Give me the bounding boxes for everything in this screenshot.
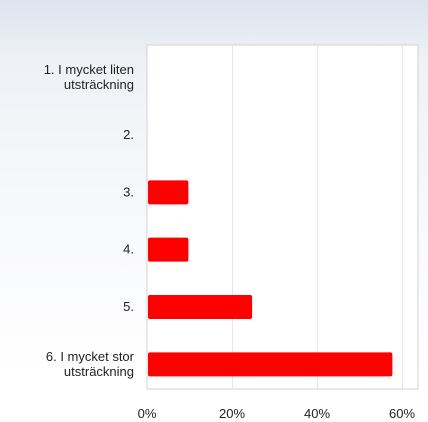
category-label: 5. [123, 299, 134, 314]
x-tick-label: 20% [219, 406, 245, 421]
bar [148, 237, 189, 262]
bar [148, 352, 393, 377]
category-label: 6. I mycket stor utsträckning [46, 349, 135, 379]
x-tick-label: 60% [389, 406, 415, 421]
plot-area [146, 44, 419, 390]
category-label: 3. [123, 184, 134, 199]
bar [148, 180, 189, 205]
category-label: 1. I mycket liten utsträckning [44, 62, 134, 92]
category-label: 2. [123, 127, 134, 142]
x-tick-label: 0% [138, 406, 157, 421]
category-label: 4. [123, 242, 134, 257]
x-tick-label: 40% [304, 406, 330, 421]
bar [148, 295, 253, 319]
